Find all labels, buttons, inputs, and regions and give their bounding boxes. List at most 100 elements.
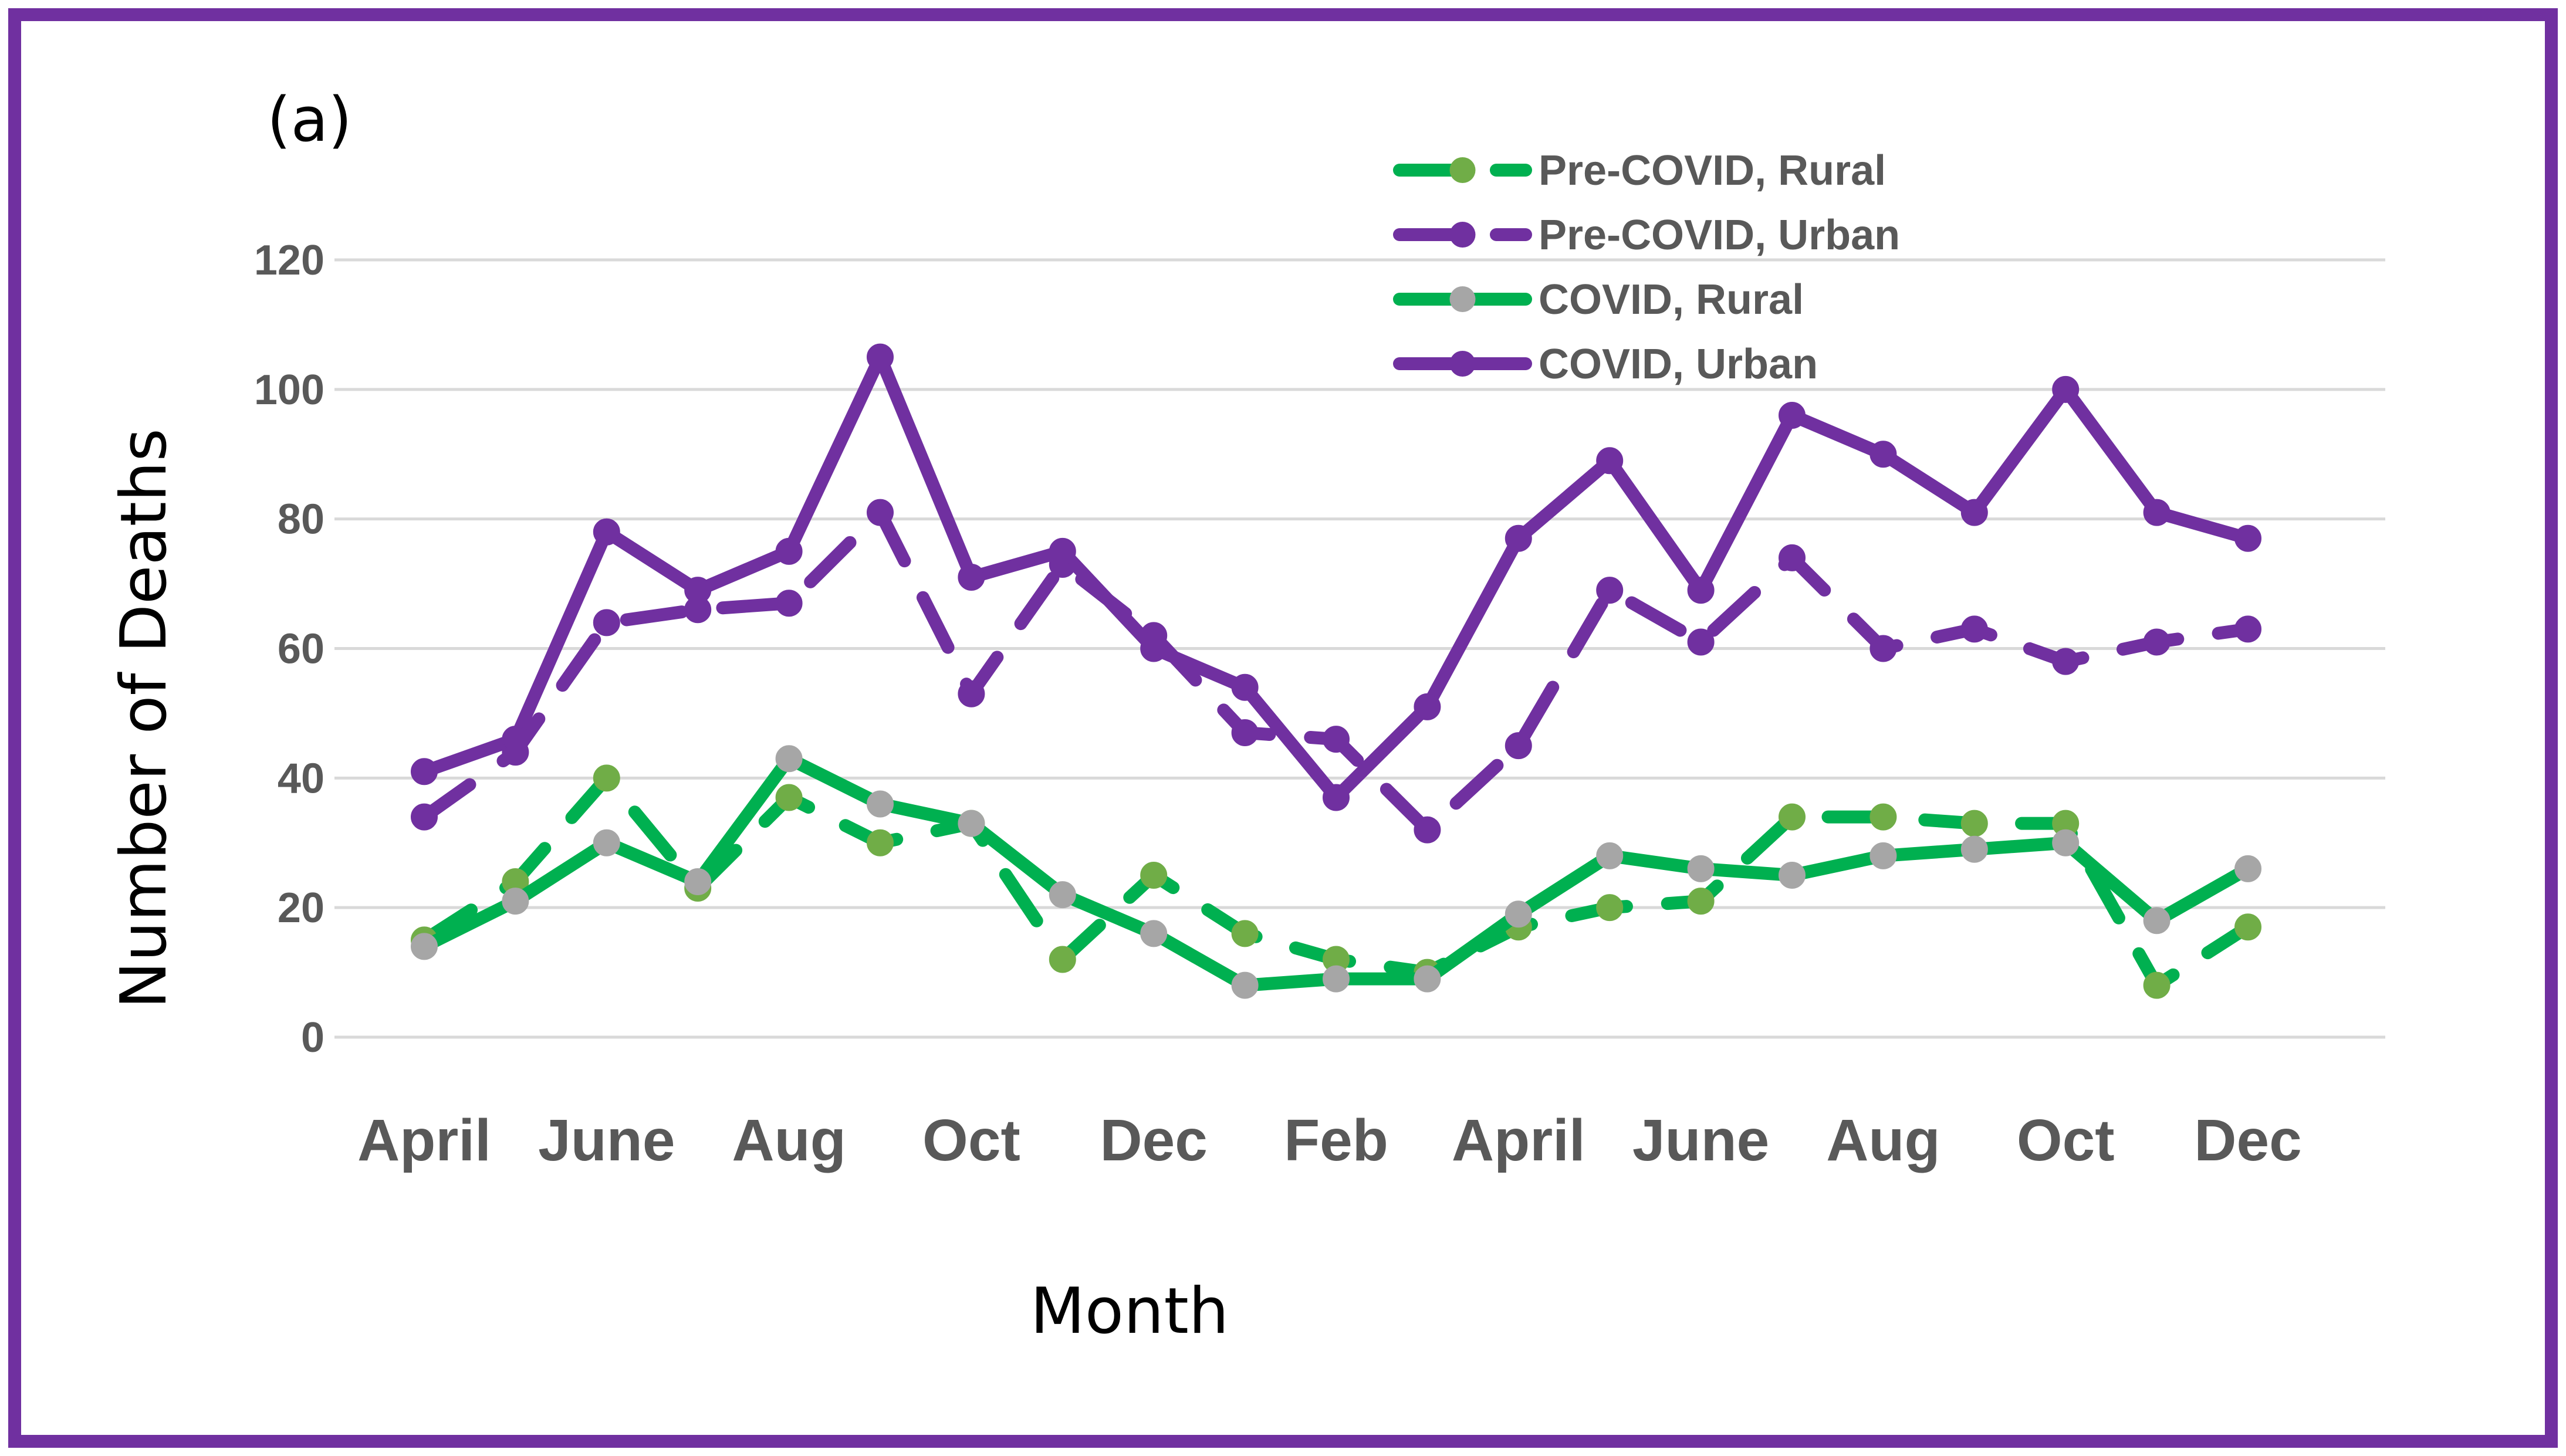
x-tick-label: Dec (2194, 1108, 2301, 1173)
series-pre-covid-rural (411, 764, 2261, 999)
data-point (2052, 375, 2080, 403)
y-tick-label: 0 (301, 1014, 324, 1061)
series-covid-urban (411, 343, 2261, 811)
data-point (2052, 648, 2080, 675)
data-point (684, 577, 712, 604)
x-tick-label: April (357, 1108, 491, 1173)
data-point (1687, 855, 1715, 882)
legend-item: COVID, Urban (1393, 341, 1818, 388)
data-point (1414, 816, 1441, 844)
series-line (418, 506, 2254, 837)
data-point (593, 518, 620, 546)
legend: Pre-COVID, Rural Pre-COVID, Urban COVID, R… (1393, 147, 1900, 388)
data-point (775, 590, 803, 617)
legend-label: Pre-COVID, Rural (1539, 147, 1886, 194)
data-point (1596, 894, 1624, 922)
legend-swatch-marker (1449, 222, 1476, 248)
data-point (593, 764, 620, 792)
y-tick-label: 60 (278, 626, 324, 673)
data-point (1231, 971, 1259, 999)
y-tick-label: 20 (278, 885, 324, 932)
data-point (1505, 524, 1532, 552)
data-point (1687, 577, 1715, 604)
legend-swatch-marker (1449, 351, 1476, 377)
data-point (1231, 920, 1259, 947)
data-point (2052, 829, 2080, 856)
series-covid-rural (411, 745, 2261, 999)
data-point (502, 888, 529, 915)
legend-item: Pre-COVID, Urban (1393, 212, 1900, 259)
y-tick-label: 120 (254, 237, 324, 284)
data-point (1687, 628, 1715, 656)
data-point (1960, 810, 1988, 837)
data-point (1323, 726, 1350, 753)
legend-item: COVID, Rural (1393, 276, 1804, 323)
data-point (2234, 615, 2261, 643)
data-point (1960, 835, 1988, 863)
data-point (411, 803, 438, 831)
panel-label: (a) (267, 84, 352, 155)
legend-swatch-marker (1449, 286, 1476, 312)
x-tick-label: Oct (2017, 1108, 2115, 1173)
data-point (2234, 913, 2261, 941)
data-point (1779, 402, 1806, 429)
data-point (1049, 881, 1076, 909)
data-point (1687, 888, 1715, 915)
data-point (958, 564, 985, 591)
data-point (1323, 784, 1350, 811)
data-point (684, 868, 712, 895)
data-point (2234, 855, 2261, 882)
data-point (958, 680, 985, 707)
x-axis-title: Month (1030, 1275, 1229, 1348)
legend-item: Pre-COVID, Rural (1393, 147, 1886, 194)
data-point (1869, 635, 1897, 662)
x-tick-label: April (1452, 1108, 1585, 1173)
data-point (1779, 544, 1806, 571)
data-point (867, 829, 894, 856)
data-point (1049, 946, 1076, 973)
data-point (1140, 861, 1168, 889)
data-point (1779, 861, 1806, 889)
data-point (1869, 842, 1897, 869)
series-layer (411, 343, 2261, 999)
data-point (593, 829, 620, 856)
data-point (867, 499, 894, 526)
data-point (775, 745, 803, 773)
data-point (1231, 719, 1259, 747)
data-point (1323, 965, 1350, 993)
data-point (1779, 803, 1806, 831)
data-point (2143, 907, 2171, 934)
y-tick-label: 100 (254, 367, 324, 414)
data-point (1231, 673, 1259, 701)
data-point (1140, 920, 1168, 947)
data-point (2143, 628, 2171, 656)
data-point (1505, 732, 1532, 760)
data-point (2143, 499, 2171, 526)
data-point (1869, 441, 1897, 468)
data-point (593, 609, 620, 636)
data-point (775, 537, 803, 565)
data-point (411, 933, 438, 960)
data-point (411, 758, 438, 785)
y-tick-label: 40 (278, 755, 324, 802)
data-point (1049, 537, 1076, 565)
data-point (502, 726, 529, 753)
gridlines (334, 258, 2385, 1039)
data-point (1414, 693, 1441, 720)
data-point (867, 790, 894, 818)
x-tick-label: June (1632, 1108, 1769, 1173)
data-point (1414, 965, 1441, 993)
data-point (775, 784, 803, 811)
data-point (1140, 635, 1168, 662)
data-point (1960, 615, 1988, 643)
data-point (2143, 971, 2171, 999)
x-tick-label: Dec (1100, 1108, 1207, 1173)
x-tick-label: Feb (1284, 1108, 1388, 1173)
data-point (867, 343, 894, 371)
y-axis-ticks: 0 20 40 60 80 100 120 (254, 237, 324, 1061)
data-point (1505, 900, 1532, 928)
data-point (1596, 842, 1624, 869)
y-tick-label: 80 (278, 496, 324, 543)
legend-label: COVID, Rural (1539, 276, 1804, 323)
